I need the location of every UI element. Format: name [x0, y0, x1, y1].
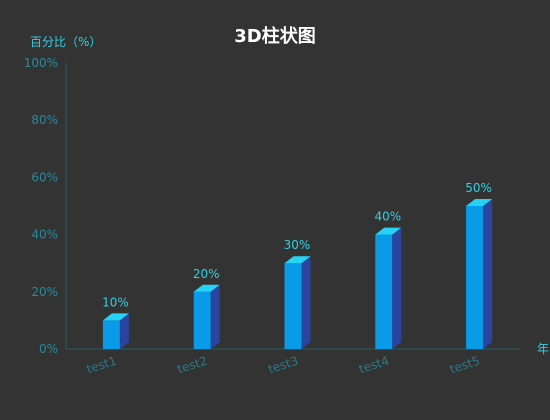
x-axis-label: 年: [537, 342, 549, 356]
data-label: 50%: [465, 181, 492, 195]
data-label-group: 10% 20% 30% 40% 50%: [102, 181, 492, 309]
data-label: 10%: [102, 295, 129, 309]
y-tick-group: 0% 20% 40% 60% 80% 100%: [24, 56, 58, 356]
y-tick-label: 0%: [39, 342, 58, 356]
bar-top-face: [466, 199, 493, 206]
bar-top-face: [375, 227, 402, 235]
bar-top-face: [193, 284, 220, 292]
bar-side-face: [119, 313, 129, 349]
y-axis-label: 百分比（%）: [30, 35, 101, 49]
bar-front-face: [193, 291, 211, 349]
bar: [193, 284, 220, 349]
data-label: 40%: [374, 210, 401, 224]
data-label: 30%: [284, 238, 311, 252]
y-tick-label: 40%: [31, 228, 58, 242]
bar-side-face: [483, 199, 493, 349]
x-tick-label: test3: [266, 354, 300, 377]
bar-top-face: [102, 313, 129, 321]
bar-top-face: [284, 256, 311, 264]
x-tick-label: test2: [176, 354, 210, 377]
chart-title: 3D柱状图: [234, 25, 315, 47]
y-tick-label: 60%: [31, 170, 58, 184]
bar-side-face: [392, 227, 402, 349]
bar-front-face: [284, 263, 302, 349]
y-tick-label: 80%: [31, 113, 58, 127]
y-tick-label: 20%: [31, 285, 58, 299]
bar-side-face: [210, 284, 220, 349]
bar: [466, 199, 493, 349]
x-tick-label: test4: [357, 354, 391, 377]
bar-group: [102, 199, 493, 349]
bar-front-face: [102, 320, 120, 349]
bar: [102, 313, 129, 349]
x-tick-group: test1 test2 test3 test4 test5: [85, 354, 482, 377]
bar-side-face: [301, 256, 311, 349]
x-tick-label: test1: [85, 354, 119, 377]
bar: [284, 256, 311, 349]
bar-front-face: [375, 234, 393, 349]
x-tick-label: test5: [448, 354, 482, 377]
data-label: 20%: [193, 267, 220, 281]
bar: [375, 227, 402, 349]
bar-front-face: [466, 206, 484, 349]
y-tick-label: 100%: [24, 56, 58, 70]
